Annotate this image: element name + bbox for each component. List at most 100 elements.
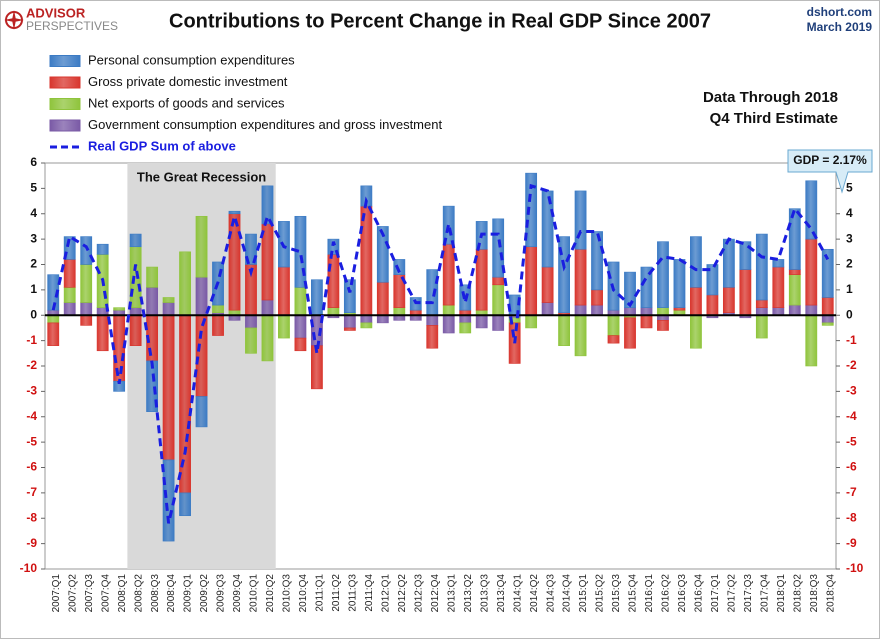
logo: ADVISOR PERSPECTIVES — [4, 5, 118, 33]
bar — [722, 287, 735, 314]
bar — [96, 243, 109, 255]
bar — [640, 307, 653, 316]
bar — [376, 314, 389, 324]
bar — [63, 302, 76, 316]
bar — [821, 322, 834, 326]
x-tick-label: 2010:Q3 — [282, 574, 293, 613]
bar — [261, 299, 274, 316]
bar — [558, 314, 570, 347]
x-tick-label: 2017:Q3 — [743, 574, 754, 613]
bar — [624, 307, 636, 316]
bar — [278, 266, 290, 316]
x-tick-label: 2011:Q1 — [315, 574, 326, 612]
x-tick-label: 2013:Q1 — [446, 574, 457, 613]
bar — [475, 314, 488, 329]
y-tick-label: -10 — [20, 561, 38, 575]
y2-tick-label: 3 — [846, 231, 853, 245]
x-tick-label: 2015:Q4 — [628, 574, 639, 613]
x-tick-label: 2007:Q4 — [100, 574, 111, 613]
bar — [673, 307, 686, 311]
y2-tick-label: -4 — [846, 409, 857, 423]
x-tick-label: 2011:Q3 — [348, 574, 359, 612]
bar — [755, 307, 768, 316]
x-tick-label: 2007:Q3 — [84, 574, 95, 613]
y2-tick-label: 0 — [846, 307, 853, 321]
x-tick-label: 2018:Q2 — [792, 574, 803, 613]
x-tick-label: 2018:Q3 — [809, 574, 820, 613]
note: Q4 Third Estimate — [710, 110, 838, 127]
bar — [195, 276, 208, 316]
bar — [772, 307, 785, 316]
bar — [459, 322, 472, 334]
bar — [755, 299, 768, 308]
bar — [607, 335, 620, 344]
bar — [525, 172, 538, 248]
chart-title: Contributions to Percent Change in Real … — [169, 10, 711, 32]
x-tick-label: 2012:Q3 — [413, 574, 424, 613]
y-tick-label: -8 — [26, 510, 37, 524]
bar — [805, 238, 818, 306]
bar — [179, 251, 191, 316]
x-tick-label: 2016:Q3 — [677, 574, 688, 613]
y-tick-label: 0 — [30, 307, 37, 321]
x-tick-label: 2014:Q3 — [545, 574, 556, 613]
gdp-line — [51, 183, 830, 524]
bar — [63, 287, 76, 303]
bar — [113, 314, 126, 382]
bar — [690, 314, 702, 349]
bar — [360, 205, 373, 316]
legend-label: Personal consumption expenditures — [88, 52, 295, 67]
bar — [788, 274, 801, 306]
bar — [63, 259, 76, 288]
bar — [574, 304, 587, 316]
y-tick-label: -4 — [26, 409, 37, 423]
bar — [442, 243, 455, 306]
x-tick-label: 2016:Q4 — [694, 574, 705, 613]
bar — [591, 231, 603, 291]
x-tick-label: 2013:Q3 — [479, 574, 490, 613]
bar — [459, 314, 472, 324]
bar — [261, 185, 274, 225]
x-tick-label: 2013:Q2 — [463, 574, 474, 613]
bar — [492, 284, 505, 316]
bar — [195, 314, 208, 397]
y2-tick-label: 4 — [846, 206, 853, 220]
bar — [492, 218, 505, 278]
y2-tick-label: -6 — [846, 460, 857, 474]
bar — [113, 307, 126, 311]
y2-tick-label: -1 — [846, 333, 857, 347]
y-tick-label: -3 — [26, 384, 37, 398]
y2-tick-label: -10 — [846, 561, 864, 575]
bar — [212, 304, 224, 314]
x-tick-label: 2010:Q4 — [298, 574, 309, 613]
y2-tick-label: -7 — [846, 485, 857, 499]
legend-swatch — [49, 76, 81, 89]
bar — [228, 213, 241, 311]
bar — [393, 259, 406, 275]
bar — [245, 327, 257, 354]
bar — [821, 314, 834, 324]
bar — [360, 322, 373, 329]
bar — [541, 266, 554, 303]
bar — [492, 314, 505, 331]
bar — [492, 276, 505, 286]
bar — [327, 307, 340, 316]
callout-box — [787, 149, 873, 194]
y2-tick-label: 1 — [846, 282, 853, 296]
bar — [129, 307, 142, 316]
bar — [607, 314, 620, 336]
legend-swatch — [49, 55, 81, 67]
x-tick-label: 2011:Q4 — [364, 574, 375, 612]
x-tick-label: 2018:Q4 — [825, 574, 836, 613]
bar — [129, 233, 142, 248]
bar — [80, 236, 93, 265]
bar — [805, 180, 818, 240]
y-tick-label: 2 — [30, 257, 37, 271]
bar — [805, 314, 818, 367]
bar — [96, 314, 109, 352]
x-tick-label: 2016:Q2 — [661, 574, 672, 613]
bar — [640, 314, 653, 329]
bar — [624, 317, 636, 349]
bar — [821, 248, 834, 298]
